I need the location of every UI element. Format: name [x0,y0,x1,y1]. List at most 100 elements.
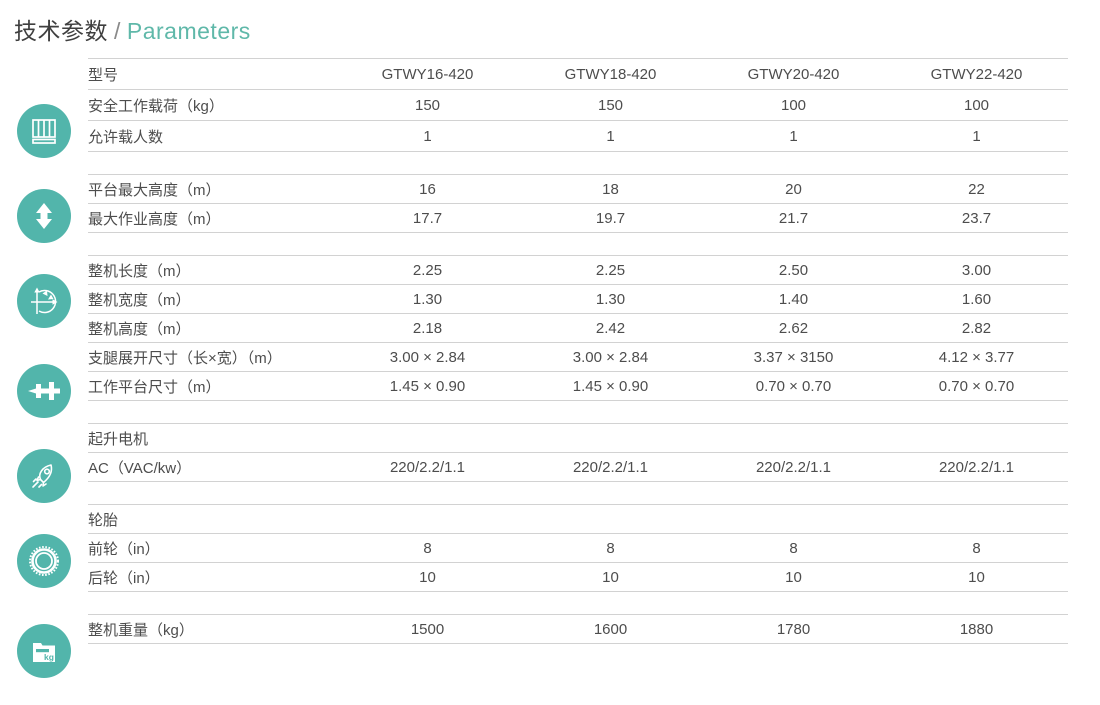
table-row: 支腿展开尺寸（长×宽）（m） 3.00 × 2.84 3.00 × 2.84 3… [88,342,1068,372]
cell-value: 19.7 [595,209,626,227]
cell-value: 2.42 [595,319,626,337]
cell-value: 2.50 [778,261,809,279]
cell-value: 1.40 [778,290,809,308]
row-label: 支腿展开尺寸（长×宽）（m） [88,349,282,367]
outrigger-icon [17,364,71,418]
cell-value: 220/2.2/1.1 [572,458,649,476]
cell-value: 3.00 × 2.84 [389,348,466,366]
cell-value: 100 [963,96,990,114]
cell-value: 4.12 × 3.77 [938,348,1015,366]
cell-value: 150 [597,96,624,114]
table-row: AC（VAC/kw） 220/2.2/1.1 220/2.2/1.1 220/2… [88,452,1068,482]
spec-table-weight: 整机重量（kg） 1500 1600 1780 1880 [88,614,1068,644]
rocket-icon [17,449,71,503]
cell-value: 1.30 [412,290,443,308]
cell-value [519,424,702,453]
cell-value [519,505,702,534]
row-label: 平台最大高度（m） [88,181,221,199]
section-height: 平台最大高度（m） 16 18 20 22 最大作业高度（m） 17.7 19.… [88,174,1068,233]
cell-value: 1.45 × 0.90 [572,377,649,395]
platform-railing-icon [17,104,71,158]
cell-value [336,424,519,453]
cell-value: 21.7 [778,209,809,227]
cell-value: 1 [423,127,432,145]
row-label: 安全工作载荷（kg） [88,97,224,115]
cell-value: 220/2.2/1.1 [389,458,466,476]
cell-value [702,505,885,534]
row-label: 前轮（in） [88,540,160,558]
cell-value: GTWY18-420 [564,65,657,83]
cell-value: 8 [423,539,432,557]
spec-table-height: 平台最大高度（m） 16 18 20 22 最大作业高度（m） 17.7 19.… [88,174,1068,233]
section-dimensions: 整机长度（m） 2.25 2.25 2.50 3.00 整机宽度（m） 1.30… [88,255,1068,401]
cell-value: 3.00 [961,261,992,279]
row-label: 整机长度（m） [88,262,191,280]
page-title-en: Parameters [126,18,251,44]
spec-table-area: 型号 GTWY16-420 GTWY18-420 GTWY20-420 GTWY… [88,58,1068,644]
cell-value: 17.7 [412,209,443,227]
table-row: 平台最大高度（m） 16 18 20 22 [88,174,1068,204]
row-label: 整机重量（kg） [88,621,194,639]
cell-value: 3.00 × 2.84 [572,348,649,366]
icon-rail: kg [0,58,88,698]
row-label: 最大作业高度（m） [88,210,221,228]
cell-value [702,424,885,453]
cell-value: 150 [414,96,441,114]
weight-kg-icon: kg [17,624,71,678]
cell-value: 220/2.2/1.1 [938,458,1015,476]
spec-sheet: kg 型号 GTWY16-420 GTWY18-420 GTWY20-420 G… [0,58,1100,698]
cell-value: 100 [780,96,807,114]
table-row: 前轮（in） 8 8 8 8 [88,533,1068,563]
axes-rotation-icon [17,274,71,328]
cell-value: GTWY20-420 [747,65,840,83]
cell-value: 2.62 [778,319,809,337]
row-label: 轮胎 [88,511,119,529]
spec-table-dimensions: 整机长度（m） 2.25 2.25 2.50 3.00 整机宽度（m） 1.30… [88,255,1068,401]
spec-table-motor: 起升电机 AC（VAC/kw） 220/2.2/1.1 220/2.2/1.1 … [88,423,1068,482]
cell-value: 10 [968,568,985,586]
cell-value: 1 [789,127,798,145]
row-label: 起升电机 [88,430,149,448]
table-row: 整机高度（m） 2.18 2.42 2.62 2.82 [88,313,1068,343]
cell-value: 10 [602,568,619,586]
table-row: 轮胎 [88,504,1068,534]
page-title-separator: / [114,18,121,44]
cell-value: 1.60 [961,290,992,308]
cell-value: 220/2.2/1.1 [755,458,832,476]
cell-value: 2.25 [412,261,443,279]
cell-value: 0.70 × 0.70 [755,377,832,395]
svg-text:kg: kg [44,652,54,662]
row-label: 后轮（in） [88,569,160,587]
table-row: 工作平台尺寸（m） 1.45 × 0.90 1.45 × 0.90 0.70 ×… [88,371,1068,401]
cell-value: 1880 [959,620,994,638]
spec-table-tires: 轮胎 前轮（in） 8 8 8 8 后轮（in） [88,504,1068,592]
row-label: 整机高度（m） [88,320,191,338]
table-row: 起升电机 [88,423,1068,453]
section-motor: 起升电机 AC（VAC/kw） 220/2.2/1.1 220/2.2/1.1 … [88,423,1068,482]
cell-value: 1 [972,127,981,145]
cell-value: 2.82 [961,319,992,337]
cell-value: 2.18 [412,319,443,337]
vertical-double-arrow-icon [17,189,71,243]
row-label: 允许载人数 [88,128,164,146]
table-row: 整机重量（kg） 1500 1600 1780 1880 [88,614,1068,644]
section-load: 型号 GTWY16-420 GTWY18-420 GTWY20-420 GTWY… [88,58,1068,152]
cell-value: 20 [785,180,802,198]
cell-value: 8 [972,539,981,557]
cell-value: 1 [606,127,615,145]
cell-value: 8 [789,539,798,557]
cell-value: 18 [602,180,619,198]
row-label: 整机宽度（m） [88,291,191,309]
table-row: 最大作业高度（m） 17.7 19.7 21.7 23.7 [88,203,1068,233]
cell-value: 23.7 [961,209,992,227]
cell-value [885,424,1068,453]
cell-value: 1600 [593,620,628,638]
cell-value [885,505,1068,534]
cell-value: 1.30 [595,290,626,308]
cell-value: 22 [968,180,985,198]
table-row: 型号 GTWY16-420 GTWY18-420 GTWY20-420 GTWY… [88,58,1068,90]
cell-value: 2.25 [595,261,626,279]
page-title: 技术参数 / Parameters [14,12,251,46]
table-row: 整机长度（m） 2.25 2.25 2.50 3.00 [88,255,1068,285]
cell-value: 0.70 × 0.70 [938,377,1015,395]
